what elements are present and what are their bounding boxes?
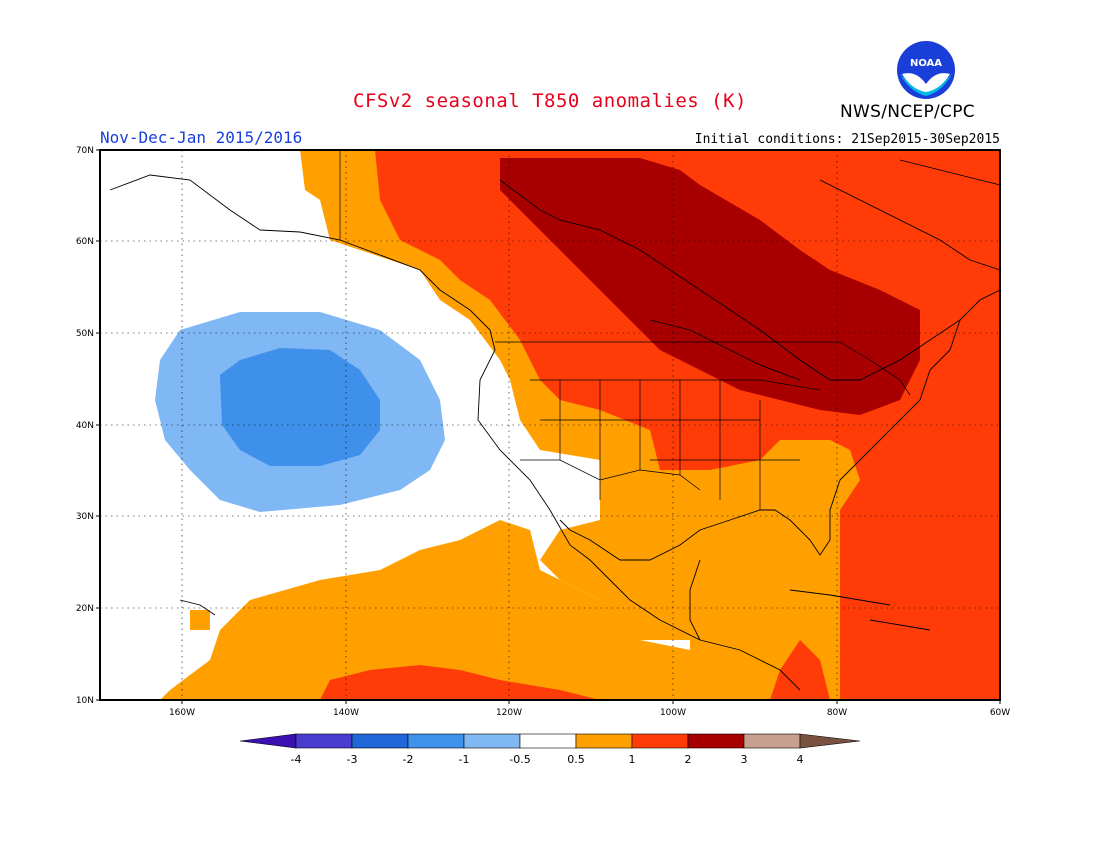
lon-label-100w: 100W bbox=[660, 708, 686, 718]
lat-label-40n: 40N bbox=[76, 421, 94, 431]
colorbar-segment bbox=[519, 733, 577, 749]
graticule bbox=[100, 150, 1000, 700]
warm-field-1-central-america bbox=[770, 640, 830, 700]
noaa-logo: NOAA bbox=[897, 41, 955, 99]
tick-marks bbox=[96, 149, 1001, 704]
colorbar: -4 -3 -2 -1 -0.5 0.5 1 2 3 4 bbox=[239, 733, 861, 766]
longitude-labels: 160W 140W 120W 100W 80W 60W bbox=[169, 708, 1010, 718]
warm-field-southwest bbox=[190, 610, 210, 630]
map-title: CFSv2 seasonal T850 anomalies (K) bbox=[353, 90, 747, 112]
season-label: Nov-Dec-Jan 2015/2016 bbox=[100, 128, 303, 147]
colorbar-segment bbox=[687, 733, 745, 749]
colorbar-label: -1 bbox=[459, 753, 470, 766]
colorbar-label: 1 bbox=[629, 753, 636, 766]
lon-label-120w: 120W bbox=[496, 708, 522, 718]
colorbar-segment bbox=[407, 733, 465, 749]
colorbar-label: 0.5 bbox=[567, 753, 585, 766]
colorbar-segment bbox=[351, 733, 409, 749]
colorbar-max-arrow bbox=[799, 733, 861, 749]
colorbar-segment bbox=[295, 733, 353, 749]
lat-label-60n: 60N bbox=[76, 237, 94, 247]
warm-field-south bbox=[160, 520, 690, 700]
colorbar-segment bbox=[575, 733, 633, 749]
agency-label: NWS/NCEP/CPC bbox=[840, 102, 975, 122]
colorbar-label: -2 bbox=[403, 753, 414, 766]
lat-label-30n: 30N bbox=[76, 512, 94, 522]
noaa-logo-text: NOAA bbox=[910, 58, 942, 69]
colorbar-label: -3 bbox=[347, 753, 358, 766]
lat-label-20n: 20N bbox=[76, 604, 94, 614]
colorbar-segment bbox=[463, 733, 521, 749]
lat-label-70n: 70N bbox=[76, 146, 94, 156]
colorbar-label: -4 bbox=[291, 753, 302, 766]
colorbar-min-arrow bbox=[239, 733, 297, 749]
colorbar-label: 4 bbox=[797, 753, 804, 766]
cold-field-1 bbox=[220, 348, 380, 466]
coastlines bbox=[109, 159, 1000, 691]
lon-label-140w: 140W bbox=[333, 708, 359, 718]
lon-label-160w: 160W bbox=[169, 708, 195, 718]
colorbar-segment bbox=[743, 733, 801, 749]
warm-field-1-south bbox=[320, 665, 600, 700]
lat-label-50n: 50N bbox=[76, 329, 94, 339]
colorbar-segment bbox=[631, 733, 689, 749]
lon-label-80w: 80W bbox=[827, 708, 847, 718]
warm-field-2 bbox=[500, 158, 920, 415]
lon-label-60w: 60W bbox=[990, 708, 1010, 718]
lat-label-10n: 10N bbox=[76, 696, 94, 706]
colorbar-label: -0.5 bbox=[509, 753, 530, 766]
colorbar-label: 3 bbox=[741, 753, 748, 766]
political-borders bbox=[339, 150, 911, 510]
initial-conditions-label: Initial conditions: 21Sep2015-30Sep2015 bbox=[694, 132, 1000, 147]
colorbar-label: 2 bbox=[685, 753, 692, 766]
latitude-labels: 10N 20N 30N 40N 50N 60N 70N bbox=[76, 146, 94, 706]
